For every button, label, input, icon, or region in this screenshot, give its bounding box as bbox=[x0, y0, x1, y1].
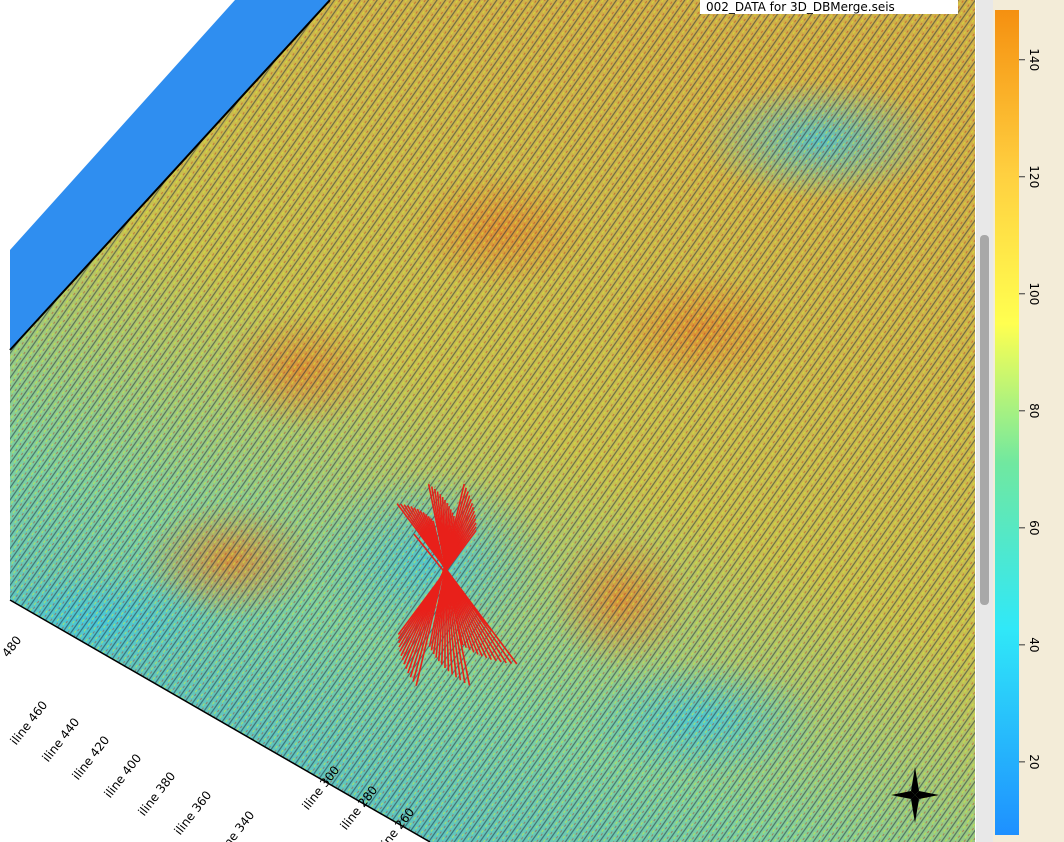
iline-label: iline 360 bbox=[171, 788, 214, 837]
colorbar-tick-label: 20 bbox=[1027, 754, 1041, 769]
iline-label: iline 460 bbox=[7, 698, 50, 747]
iline-label: 480 bbox=[0, 633, 24, 660]
scrollbar-thumb[interactable] bbox=[980, 235, 989, 605]
colorbar-tick-label: 120 bbox=[1027, 165, 1041, 188]
colorbar-tick-label: 60 bbox=[1027, 520, 1041, 535]
iline-label: iline 400 bbox=[101, 751, 144, 800]
iline-label: iline 340 bbox=[214, 808, 257, 842]
dataset-title: 002_DATA for 3D_DBMerge.seis bbox=[706, 0, 895, 14]
colorbar-tick-label: 80 bbox=[1027, 403, 1041, 418]
iline-label: iline 420 bbox=[69, 733, 112, 782]
iline-label: iline 440 bbox=[39, 715, 82, 764]
colorbar bbox=[995, 10, 1019, 835]
seismic-view: 002_DATA for 3D_DBMerge.seis 480 iline 46… bbox=[0, 0, 1064, 842]
colorbar-tick-label: 140 bbox=[1027, 48, 1041, 71]
colorbar-tick-label: 100 bbox=[1027, 282, 1041, 305]
colorbar-tick-label: 40 bbox=[1027, 637, 1041, 652]
iline-label: iline 380 bbox=[135, 769, 178, 818]
